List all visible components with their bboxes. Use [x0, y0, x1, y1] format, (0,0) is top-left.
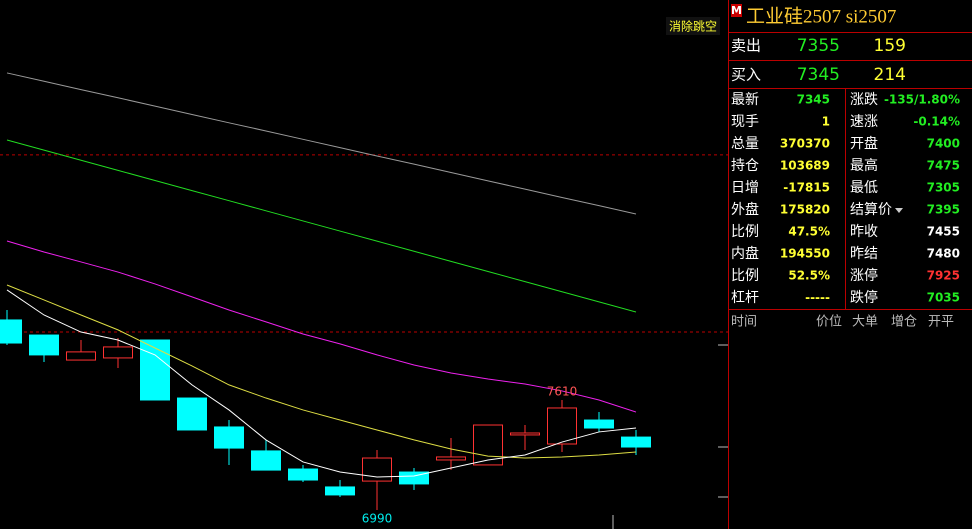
stat-label: 跌停 — [850, 289, 878, 306]
ask-volume: 159 — [874, 36, 906, 56]
trades-header: 价位 — [816, 315, 842, 330]
stat-value: ----- — [805, 291, 830, 305]
candle-body — [362, 457, 392, 482]
bid-price: 7345 — [797, 65, 840, 85]
candle-body — [621, 436, 651, 448]
bid-volume: 214 — [874, 65, 906, 85]
stat-label: 日增 — [731, 180, 759, 196]
candle-body — [177, 397, 207, 431]
stat-value: 7395 — [927, 203, 960, 217]
stat-label: 外盘 — [731, 201, 759, 218]
button-bg[interactable] — [666, 17, 720, 35]
candle-body — [510, 432, 540, 436]
stat-label: 现手 — [731, 114, 759, 130]
trades-header: 时间 — [731, 315, 757, 330]
stat-value: 7345 — [797, 93, 830, 107]
stat-label: 总量 — [731, 136, 759, 152]
candle-body — [0, 319, 22, 344]
candle-body — [140, 339, 170, 401]
stat-label: 结算价 — [850, 202, 892, 218]
dropdown-arrow — [895, 208, 903, 213]
stat-label: 最高 — [850, 157, 878, 174]
stat-value: 1 — [822, 115, 830, 129]
stat-value: 175820 — [780, 203, 830, 217]
stat-value: -135/1.80% — [884, 93, 960, 107]
badge-bg — [731, 4, 742, 17]
stat-label: 持仓 — [731, 158, 759, 174]
stat-label: 昨结 — [850, 246, 878, 262]
stat-label: 杠杆 — [731, 290, 759, 306]
stat-label: 涨跌 — [850, 92, 878, 108]
stat-value: 7455 — [927, 225, 960, 239]
stat-value: 7035 — [927, 291, 960, 305]
candle-body — [325, 486, 355, 496]
stat-value: 7475 — [927, 159, 960, 173]
stat-value: 7925 — [927, 269, 960, 283]
candle-body — [584, 419, 614, 429]
stat-label: 内盘 — [731, 245, 759, 262]
candle-body — [399, 471, 429, 485]
stat-value: 194550 — [780, 247, 830, 261]
contract-title: 工业硅2507 si2507 — [746, 5, 896, 27]
quote-panel: M 工业硅2507 si2507 卖出 7355 159 买入 7345 214… — [729, 4, 972, 330]
ma-line — [6, 284, 637, 459]
stat-label: 速涨 — [850, 114, 878, 130]
ask-label: 卖出 — [731, 37, 761, 55]
axis-ticks — [612, 344, 728, 529]
high-label: 7610 — [547, 384, 578, 398]
stat-value: 7305 — [927, 181, 960, 195]
candle-body — [288, 468, 318, 481]
stat-value: 47.5% — [788, 225, 830, 239]
candle-body — [251, 450, 281, 471]
stat-value: 7480 — [927, 247, 960, 261]
stat-value: 7400 — [927, 137, 960, 151]
candle-body — [436, 456, 466, 461]
ma-line — [6, 72, 637, 215]
ma-line — [6, 289, 637, 478]
candle-body — [103, 346, 133, 359]
gap-button[interactable]: 消除跳空 — [669, 19, 717, 34]
candle-body — [214, 426, 244, 449]
stat-label: 比例 — [731, 268, 759, 284]
trades-header: 开平 — [928, 315, 954, 330]
trades-header: 大单 — [852, 315, 878, 330]
candle-body — [547, 407, 577, 445]
stat-label: 涨停 — [850, 267, 878, 284]
stat-value: -0.14% — [913, 115, 960, 129]
trades-header: 增仓 — [891, 315, 917, 330]
ma-line — [6, 240, 637, 413]
candle-body — [29, 334, 59, 356]
stat-label: 最低 — [850, 180, 878, 196]
badge: M — [731, 4, 742, 17]
stat-value: 370370 — [780, 137, 830, 151]
candle-body — [66, 351, 96, 361]
stat-value: -17815 — [783, 181, 830, 195]
ask-price: 7355 — [797, 36, 840, 56]
stat-value: 52.5% — [788, 269, 830, 283]
stat-label: 昨收 — [850, 224, 878, 240]
ma-line — [6, 139, 637, 313]
bid-label: 买入 — [731, 66, 761, 84]
stat-label: 比例 — [731, 224, 759, 240]
kline-chart: 7610 6990 — [0, 72, 728, 526]
low-label: 6990 — [362, 512, 393, 526]
stat-label: 开盘 — [850, 135, 878, 152]
stat-value: 103689 — [780, 159, 830, 173]
stat-label: 最新 — [731, 92, 759, 108]
